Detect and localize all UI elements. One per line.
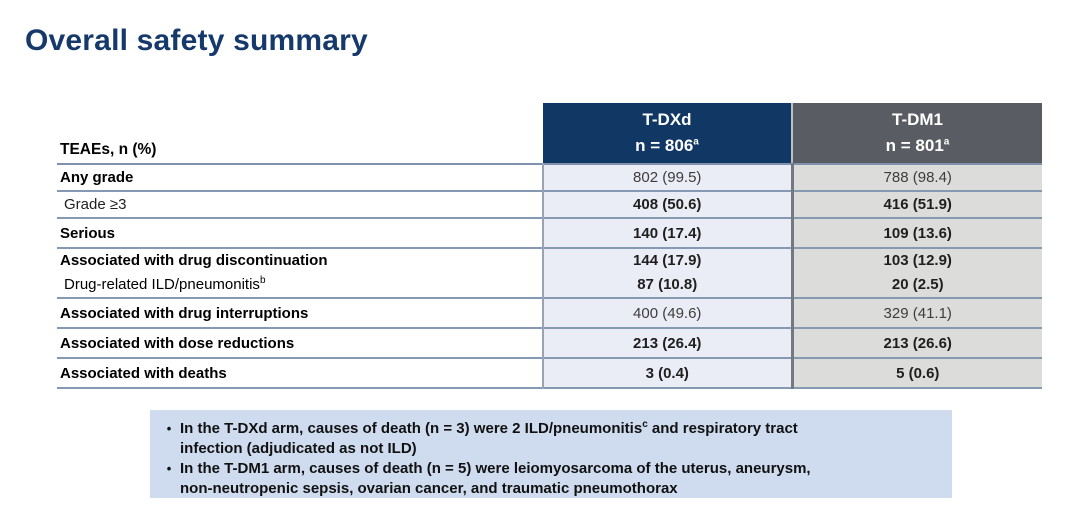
safety-summary-table: TEAEs, n (%) T-DXd n = 806a T-DM1 n = 80… <box>57 103 1042 389</box>
row-group-header: TEAEs, n (%) <box>60 141 157 158</box>
bullet-icon: • <box>166 421 172 436</box>
row-label: Grade ≥3 <box>64 196 127 213</box>
column-n-count: n = 806a <box>635 136 699 155</box>
column-drug-name: T-DM1 <box>892 109 943 129</box>
value-cell-tdxd: 140 (17.4) <box>542 218 792 248</box>
page-title: Overall safety summary <box>25 24 368 57</box>
bullet-icon: • <box>166 461 172 476</box>
row-label: Associated with dose reductions <box>60 334 295 352</box>
row-label: Associated with drug discontinuation Dru… <box>57 248 543 298</box>
table-row-dose-reductions: Associated with dose reductions 213 (26.… <box>57 328 1042 358</box>
value-cell-tdm1: 103 (12.9) 20 (2.5) <box>790 248 1042 298</box>
footnote-marker: a <box>943 136 950 148</box>
value-cell-tdm1: 329 (41.1) <box>790 298 1042 328</box>
deaths-note-box: • In the T-DXd arm, causes of death (n =… <box>150 410 952 498</box>
table-row-grade-ge3: Grade ≥3 408 (50.6) 416 (51.9) <box>57 191 1042 218</box>
note-text: In the T-DXd arm, causes of death (n = 3… <box>180 419 798 458</box>
value-cell-tdxd: 802 (99.5) <box>542 164 792 191</box>
table-header-row: TEAEs, n (%) T-DXd n = 806a T-DM1 n = 80… <box>57 103 1042 164</box>
row-label: Associated with drug interruptions <box>60 304 309 322</box>
value-cell-tdm1: 5 (0.6) <box>790 358 1042 388</box>
value-cell-tdxd: 408 (50.6) <box>542 191 792 218</box>
note-text: In the T-DM1 arm, causes of death (n = 5… <box>180 460 811 497</box>
table-row-discontinuation: Associated with drug discontinuation Dru… <box>57 248 1042 298</box>
value-cell-tdm1: 788 (98.4) <box>790 164 1042 191</box>
column-header-tdm1: T-DM1 n = 801a <box>791 103 1042 164</box>
footnote-marker: a <box>693 136 699 148</box>
row-label: Serious <box>60 224 116 242</box>
note-bullet-tdxd: • In the T-DXd arm, causes of death (n =… <box>158 419 942 459</box>
value-cell-tdxd: 144 (17.9) 87 (10.8) <box>542 248 792 298</box>
value-cell-tdm1: 416 (51.9) <box>790 191 1042 218</box>
table-row-interruptions: Associated with drug interruptions 400 (… <box>57 298 1042 328</box>
row-label: Associated with deaths <box>60 364 227 382</box>
footnote-marker: b <box>259 275 266 286</box>
table-row-deaths: Associated with deaths 3 (0.4) 5 (0.6) <box>57 358 1042 388</box>
value-cell-tdxd: 213 (26.4) <box>542 328 792 358</box>
row-label-main: Associated with drug discontinuation <box>60 252 328 269</box>
footnote-marker: c <box>642 419 648 430</box>
table-row-serious: Serious 140 (17.4) 109 (13.6) <box>57 218 1042 248</box>
value-cell-tdm1: 109 (13.6) <box>790 218 1042 248</box>
row-label-sub: Drug-related ILD/pneumonitisb <box>64 275 266 294</box>
column-drug-name: T-DXd <box>642 109 692 129</box>
note-bullet-tdm1: • In the T-DM1 arm, causes of death (n =… <box>158 459 942 499</box>
table-row-any-grade: Any grade 802 (99.5) 788 (98.4) <box>57 164 1042 191</box>
note-list: • In the T-DXd arm, causes of death (n =… <box>158 419 942 499</box>
value-cell-tdxd: 400 (49.6) <box>542 298 792 328</box>
column-n-count: n = 801a <box>885 136 950 155</box>
column-header-tdxd: T-DXd n = 806a <box>543 103 792 164</box>
row-label: Any grade <box>60 169 134 186</box>
value-cell-tdm1: 213 (26.6) <box>790 328 1042 358</box>
value-cell-tdxd: 3 (0.4) <box>542 358 792 388</box>
